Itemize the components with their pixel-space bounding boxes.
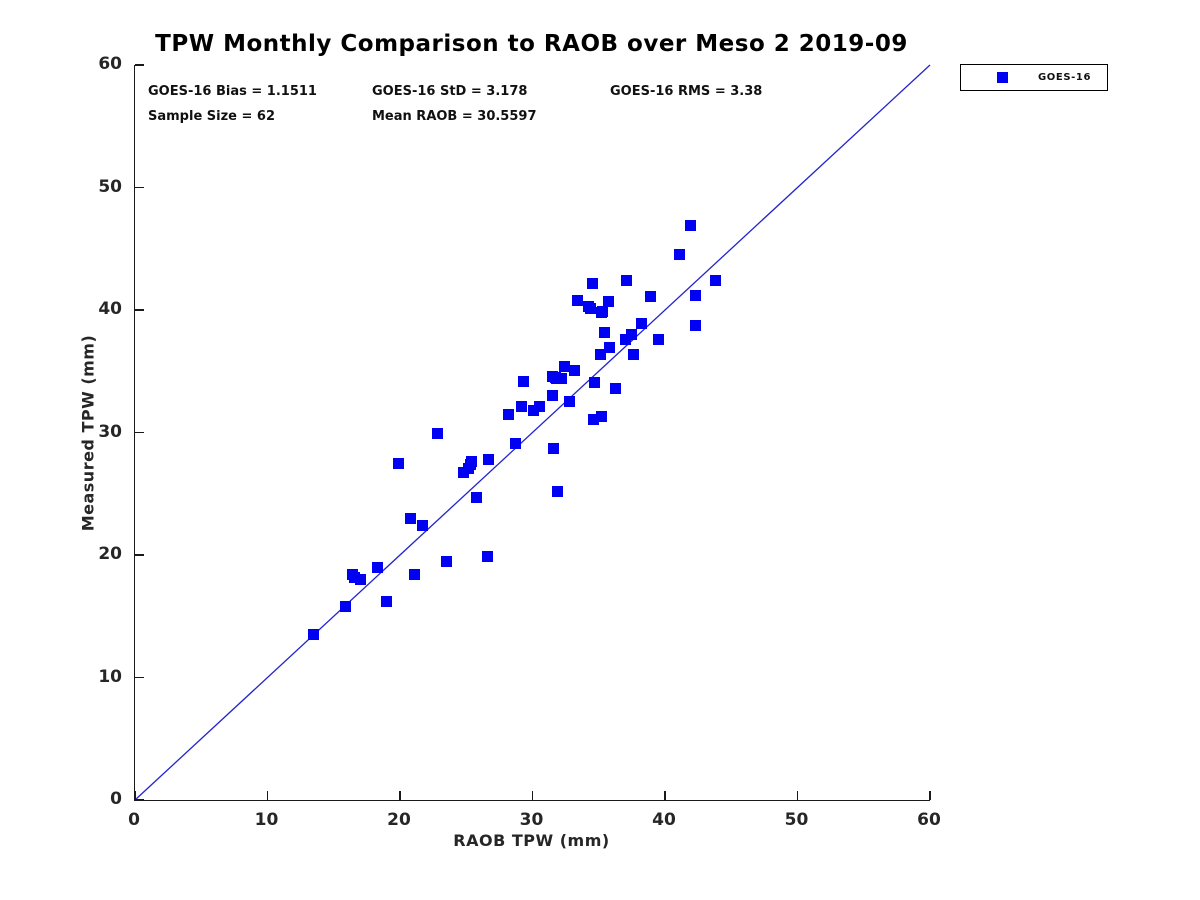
x-tick [399,791,401,800]
y-tick [135,309,144,311]
scatter-point [431,428,443,440]
identity-line-svg [134,64,931,801]
scatter-point [440,555,452,567]
scatter-point [689,289,701,301]
scatter-point [589,376,601,388]
y-tick-label: 30 [98,421,122,442]
scatter-point [595,411,607,423]
plot-area [134,64,931,801]
x-tick-label: 50 [784,810,809,830]
y-tick-label: 50 [98,176,122,197]
scatter-point [517,375,529,387]
legend-marker-icon [997,72,1008,83]
scatter-point [674,249,686,261]
y-tick [135,799,144,801]
scatter-point [466,456,478,468]
scatter-point [621,275,633,287]
identity-line [134,64,931,801]
scatter-point [586,277,598,289]
scatter-point [572,294,584,306]
scatter-point [627,348,639,360]
x-tick-label: 10 [254,810,279,830]
scatter-point [594,348,606,360]
scatter-point [635,317,647,329]
scatter-point [587,413,599,425]
scatter-point [689,320,701,332]
stat-mean-raob: Mean RAOB = 30.5597 [372,109,537,124]
y-tick-label: 0 [110,789,122,809]
x-tick-label: 20 [387,810,411,830]
y-tick-label: 10 [98,666,122,687]
scatter-point [552,485,564,497]
scatter-point [471,491,483,503]
y-tick-label: 40 [98,299,122,319]
scatter-point [684,219,696,231]
scatter-point [619,333,631,345]
scatter-point [371,561,383,573]
y-tick [135,676,144,679]
scatter-point [626,329,638,340]
scatter-point [381,596,393,608]
x-tick [134,791,136,800]
scatter-point [610,382,622,394]
x-tick [664,791,666,800]
y-tick [135,64,144,66]
x-tick-label: 30 [519,810,544,830]
scatter-point [393,457,405,469]
stat-bias: GOES-16 Bias = 1.1511 [148,84,317,99]
scatter-point [481,550,493,562]
y-tick [135,554,144,556]
scatter-point [564,396,576,408]
scatter-point [569,364,581,376]
scatter-point [652,333,664,345]
scatter-point [340,600,352,612]
y-axis-label: Measured TPW (mm) [78,334,98,532]
scatter-point [548,442,560,454]
scatter-point [409,569,421,581]
legend: GOES-16 [960,64,1108,91]
x-tick [266,791,269,800]
x-tick-label: 40 [652,810,676,830]
scatter-point [533,401,545,413]
scatter-point [546,390,558,402]
scatter-point [598,326,610,338]
scatter-point [405,512,417,524]
scatter-point [644,291,656,303]
x-tick-label: 0 [128,810,140,830]
scatter-point [354,574,366,585]
x-tick-label: 60 [917,810,941,830]
x-tick [929,791,931,800]
stat-std: GOES-16 StD = 3.178 [372,84,528,99]
y-tick-label: 20 [98,544,122,564]
scatter-point [308,629,320,641]
scatter-point [516,401,528,413]
y-tick [135,186,144,189]
x-axis-label: RAOB TPW (mm) [453,831,610,850]
scatter-point [603,342,615,354]
legend-label: GOES-16 [1038,72,1092,83]
scatter-point [558,360,570,372]
chart-title: TPW Monthly Comparison to RAOB over Meso… [155,31,908,57]
scatter-point [597,305,609,317]
x-tick [796,791,799,800]
y-tick-label: 60 [98,54,122,74]
stat-rms: GOES-16 RMS = 3.38 [610,84,763,99]
scatter-point [556,373,568,385]
scatter-point [709,275,721,287]
stat-sample-size: Sample Size = 62 [148,109,276,124]
y-tick [135,431,144,434]
scatter-point [585,303,597,315]
scatter-point [503,408,515,420]
scatter-point [509,438,521,450]
scatter-point [417,520,429,532]
scatter-point [483,453,495,465]
scatter-point [602,295,614,307]
scatter-point [549,371,561,383]
x-tick [531,791,534,800]
